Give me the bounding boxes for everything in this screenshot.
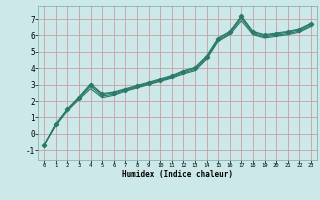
X-axis label: Humidex (Indice chaleur): Humidex (Indice chaleur) — [122, 170, 233, 179]
